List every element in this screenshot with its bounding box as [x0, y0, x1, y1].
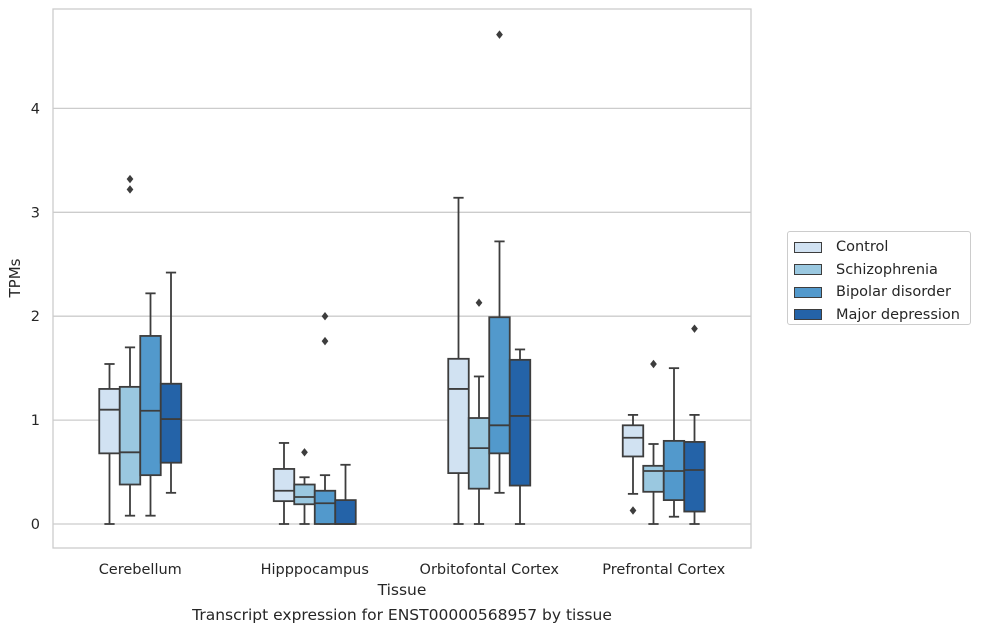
x-tick-label-1: Hipppocampus — [261, 562, 369, 578]
box-iqr — [98, 388, 121, 455]
legend: Control Schizophrenia Bipolar disorder M… — [787, 231, 971, 325]
legend-swatch-schizophrenia — [794, 264, 822, 276]
x-tick-label-2: Orbitofontal Cortex — [420, 562, 560, 578]
box-iqr — [621, 424, 645, 458]
chart-title: Transcript expression for ENST0000056895… — [192, 606, 612, 624]
outlier-point — [126, 174, 134, 184]
y-tick-labels: 0 1 2 3 4 — [31, 101, 40, 533]
box-3-1 — [334, 463, 357, 525]
outlier-point — [321, 336, 329, 346]
box-iqr — [272, 468, 296, 503]
legend-item-major-depression: Major depression — [794, 304, 970, 327]
y-tick-label-4: 4 — [31, 101, 40, 117]
box-2-0 — [139, 292, 162, 517]
box-0-2 — [447, 196, 470, 525]
legend-swatch-bipolar-disorder — [794, 286, 822, 298]
box-iqr — [313, 489, 337, 525]
outlier-point — [629, 506, 637, 515]
box-iqr — [488, 316, 511, 455]
box-1-2 — [467, 298, 491, 525]
box-0-3 — [621, 414, 645, 515]
box-iqr — [159, 382, 183, 464]
box-1-1 — [293, 448, 316, 525]
box-0-0 — [98, 363, 121, 525]
box-3-3 — [683, 324, 706, 525]
y-tick-label-0: 0 — [31, 517, 40, 533]
box-iqr — [683, 441, 706, 513]
plot-area-frame — [52, 8, 752, 549]
box-iqr — [467, 417, 491, 490]
box-3-0 — [159, 271, 183, 494]
box-1-3 — [642, 359, 665, 525]
box-3-2 — [508, 348, 532, 525]
box-2-3 — [662, 367, 686, 518]
y-axis-label: TPMs — [6, 258, 24, 298]
y-tick-label-1: 1 — [31, 413, 40, 429]
y-tick-label-2: 2 — [31, 309, 40, 325]
x-tick-label-0: Cerebellum — [99, 562, 182, 578]
outlier-point — [301, 448, 308, 457]
legend-swatch-control — [794, 241, 822, 253]
legend-swatch-major-depression — [794, 309, 822, 321]
y-tick-label-3: 3 — [31, 205, 40, 221]
box-iqr — [139, 335, 162, 477]
box-2-2 — [488, 30, 511, 494]
outlier-point — [691, 324, 698, 333]
x-tick-labels: Cerebellum Hipppocampus Orbitofontal Corte… — [99, 562, 726, 578]
legend-item-control: Control — [794, 236, 970, 259]
box-iqr — [447, 357, 470, 474]
box-iqr — [293, 483, 316, 506]
box-iqr — [508, 358, 532, 487]
box-iqr — [642, 464, 665, 493]
legend-item-bipolar-disorder: Bipolar disorder — [794, 281, 970, 304]
legend-label-bipolar-disorder: Bipolar disorder — [836, 284, 951, 301]
outlier-point — [496, 30, 503, 39]
legend-label-major-depression: Major depression — [836, 306, 960, 323]
x-axis-label: Tissue — [377, 581, 427, 599]
box-1-0 — [118, 174, 142, 517]
outlier-point — [650, 359, 657, 369]
boxes-layer — [98, 30, 706, 525]
legend-item-schizophrenia: Schizophrenia — [794, 259, 970, 282]
box-2-1 — [313, 312, 337, 525]
outlier-point — [475, 298, 483, 307]
box-0-1 — [272, 442, 296, 525]
outlier-point — [321, 312, 329, 321]
legend-label-schizophrenia: Schizophrenia — [836, 261, 938, 278]
x-tick-label-3: Prefrontal Cortex — [602, 562, 725, 578]
box-iqr — [334, 499, 357, 525]
legend-label-control: Control — [836, 239, 889, 256]
outlier-point — [126, 185, 134, 194]
box-iqr — [118, 385, 142, 486]
